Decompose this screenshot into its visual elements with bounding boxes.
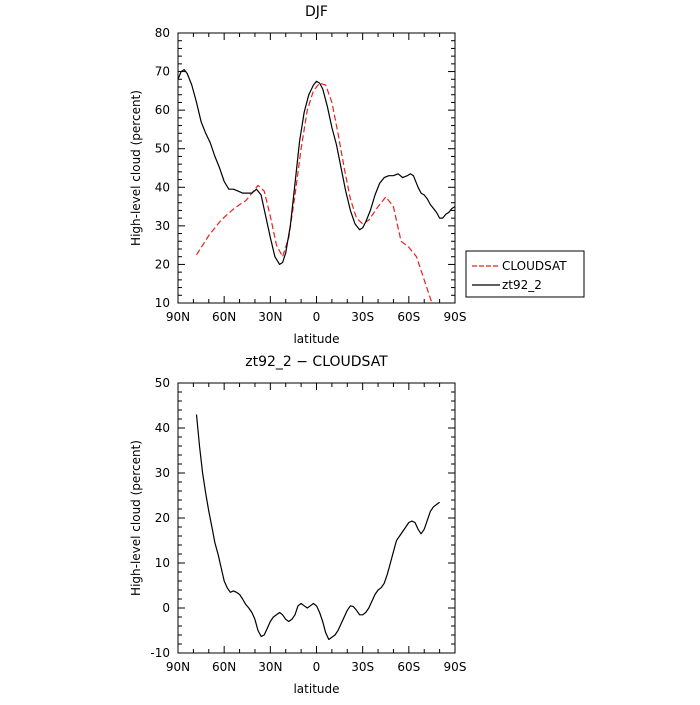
x-tick-label: 30N — [258, 660, 282, 674]
y-tick-label: 30 — [155, 219, 170, 233]
x-tick-label: 90N — [166, 310, 190, 324]
chart-title: zt92_2 − CLOUDSAT — [245, 354, 388, 370]
y-tick-label: 10 — [155, 296, 170, 310]
x-tick-label: 30S — [351, 310, 374, 324]
x-tick-label: 60N — [212, 310, 236, 324]
y-tick-label: 30 — [155, 466, 170, 480]
y-tick-label: 40 — [155, 180, 170, 194]
legend-label: CLOUDSAT — [502, 259, 567, 273]
y-tick-label: 20 — [155, 257, 170, 271]
x-tick-label: 0 — [313, 660, 321, 674]
x-tick-label: 30N — [258, 310, 282, 324]
y-tick-label: 10 — [155, 556, 170, 570]
legend-label: zt92_2 — [502, 278, 542, 292]
x-tick-label: 30S — [351, 660, 374, 674]
y-tick-label: 70 — [155, 65, 170, 79]
series-line-cloudsat — [195, 82, 433, 303]
chart-title: DJF — [305, 4, 328, 20]
series-line-zt92-2 — [178, 68, 455, 265]
x-tick-label: 60S — [397, 660, 420, 674]
series-line-difference — [195, 414, 440, 641]
y-tick-label: 20 — [155, 511, 170, 525]
x-axis-label: latitude — [293, 682, 339, 696]
y-axis-label: High-level cloud (percent) — [129, 440, 143, 596]
x-tick-label: 60N — [212, 660, 236, 674]
y-tick-label: 80 — [155, 26, 170, 40]
x-tick-label: 90S — [444, 310, 467, 324]
panel-difference: zt92_2 − CLOUDSAT latitude High-level cl… — [129, 354, 466, 696]
x-axis-label: latitude — [293, 332, 339, 346]
y-tick-label: 0 — [162, 601, 170, 615]
legend: CLOUDSAT zt92_2 — [465, 250, 585, 298]
y-tick-label: 60 — [155, 103, 170, 117]
x-tick-label: 90S — [444, 660, 467, 674]
y-axis-label: High-level cloud (percent) — [129, 90, 143, 246]
x-tick-label: 90N — [166, 660, 190, 674]
plot-frame — [177, 382, 456, 654]
y-tick-label: 40 — [155, 421, 170, 435]
legend-box — [465, 250, 585, 298]
y-tick-label: -10 — [150, 646, 170, 660]
x-tick-label: 0 — [313, 310, 321, 324]
panel-djf: DJF latitude High-level cloud (percent) … — [129, 4, 466, 346]
x-tick-label: 60S — [397, 310, 420, 324]
y-tick-label: 50 — [155, 142, 170, 156]
y-tick-label: 50 — [155, 376, 170, 390]
